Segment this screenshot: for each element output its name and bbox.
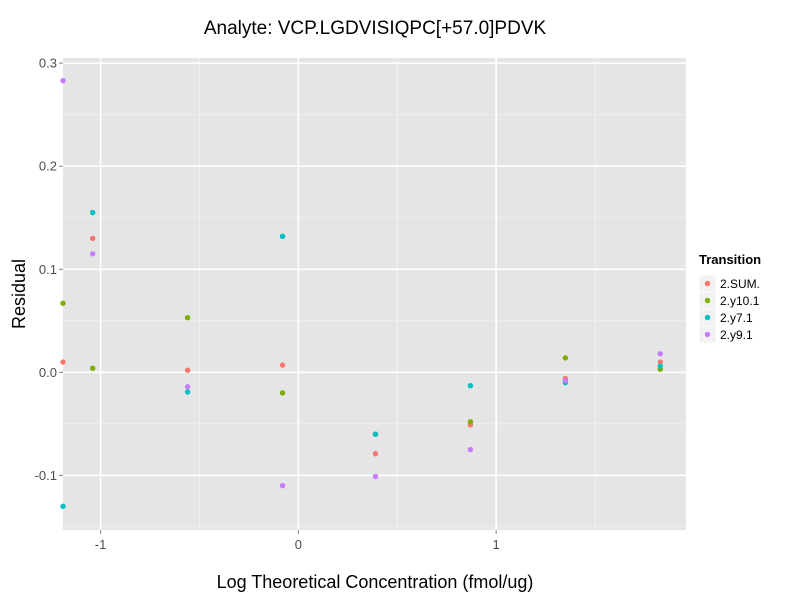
- point-2-y10-1: [60, 300, 66, 306]
- point-2-y7-1: [657, 363, 663, 369]
- point-2-y9-1: [184, 384, 191, 390]
- legend-label-2-y9-1: 2.y9.1: [720, 328, 753, 342]
- y-tick-label: 0.0: [39, 365, 57, 380]
- legend-title: Transition: [699, 252, 761, 267]
- point-2-sum: [89, 235, 96, 242]
- y-tick-label: 0.1: [39, 262, 57, 277]
- y-tick-label: 0.3: [39, 56, 57, 71]
- point-2-sum: [279, 362, 286, 368]
- legend-marker-2-y7-1: [704, 314, 711, 321]
- point-2-y9-1: [279, 482, 286, 489]
- point-2-y9-1: [467, 446, 474, 453]
- legend-marker-2-y10-1: [704, 297, 711, 304]
- point-2-y10-1: [467, 419, 474, 425]
- chart-title: Analyte: VCP.LGDVISIQPC[+57.0]PDVK: [204, 18, 547, 39]
- y-tick-label: 0.2: [39, 159, 57, 174]
- major-gridlines: [63, 58, 686, 530]
- point-2-y9-1: [562, 377, 569, 384]
- point-2-y7-1: [279, 233, 286, 239]
- x-axis-title: Log Theoretical Concentration (fmol/ug): [217, 572, 534, 592]
- x-tick-label: -1: [95, 537, 107, 552]
- point-2-y9-1: [60, 77, 66, 84]
- y-axis-ticks: -0.1 0.0 0.1 0.2 0.3: [35, 56, 63, 483]
- x-tick-label: 1: [493, 537, 500, 552]
- point-2-y7-1: [89, 209, 96, 216]
- point-2-y10-1: [184, 315, 191, 321]
- point-2-sum: [184, 367, 191, 373]
- point-2-y10-1: [279, 390, 286, 396]
- point-2-y10-1: [562, 355, 569, 361]
- legend-label-2-y7-1: 2.y7.1: [720, 311, 753, 325]
- minor-gridlines: [63, 58, 686, 530]
- point-2-sum: [657, 359, 663, 365]
- legend-marker-2-sum: [704, 280, 711, 287]
- y-tick-label: -0.1: [35, 468, 57, 483]
- x-tick-label: 0: [295, 537, 302, 552]
- data-points: [60, 77, 663, 509]
- point-2-y9-1: [372, 473, 379, 480]
- x-axis-ticks: -1 0 1: [95, 530, 500, 552]
- point-2-y7-1: [467, 383, 474, 389]
- point-2-y9-1: [657, 351, 663, 357]
- y-axis-title: Residual: [9, 259, 29, 329]
- legend-marker-2-y9-1: [704, 331, 711, 338]
- legend-label-2-y10-1: 2.y10.1: [720, 294, 760, 308]
- point-2-sum: [372, 451, 379, 457]
- point-2-y9-1: [89, 251, 96, 257]
- legend-label-2-sum: 2.SUM.: [720, 277, 760, 291]
- point-2-y10-1: [89, 365, 96, 371]
- point-2-y7-1: [60, 503, 66, 509]
- plot-panel: [63, 58, 686, 530]
- point-2-sum: [60, 359, 66, 365]
- legend: Transition 2.SUM. 2.y10.1 2.y7.1 2.y9.1: [698, 252, 761, 344]
- point-2-y7-1: [372, 431, 379, 437]
- point-2-y7-1: [184, 389, 191, 395]
